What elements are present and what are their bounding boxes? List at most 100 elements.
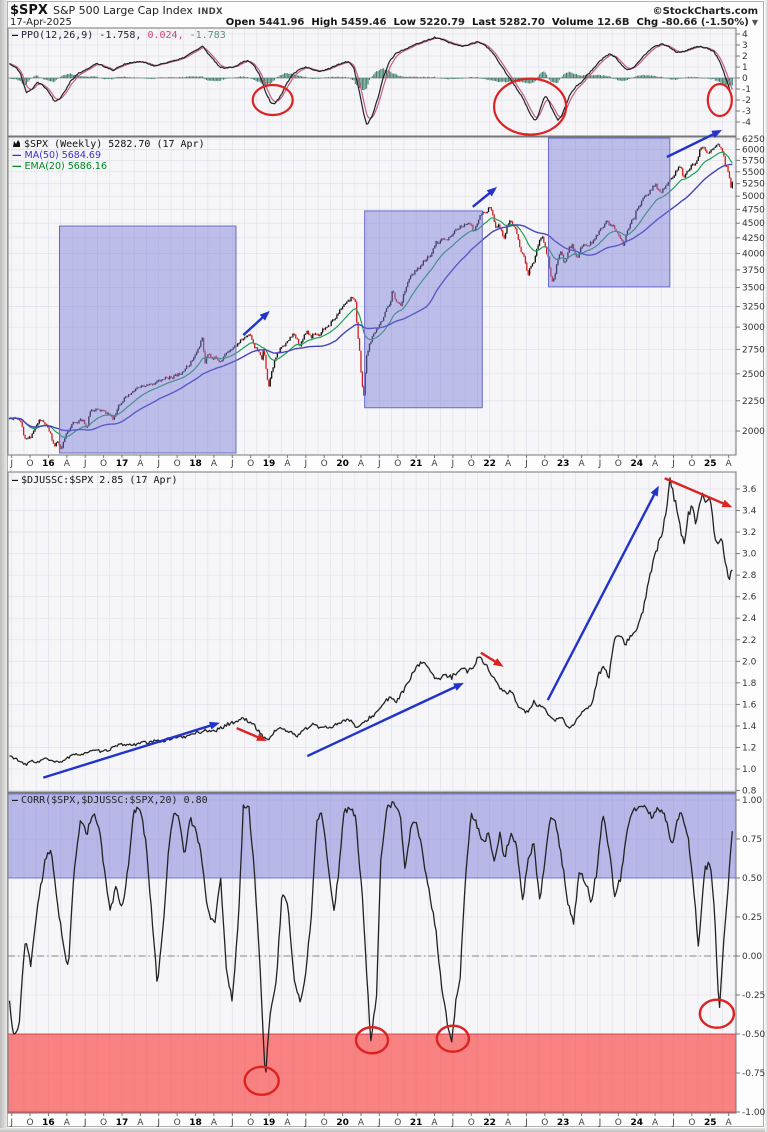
svg-text:0.50: 0.50 [742, 874, 762, 884]
candlesticks [8, 143, 733, 450]
svg-text:2.8: 2.8 [742, 571, 757, 581]
svg-text:O: O [394, 1118, 401, 1128]
svg-text:J: J [303, 1118, 307, 1128]
ppo-legend-part: PPO(12,26,9) -1.758, [21, 30, 142, 41]
svg-text:O: O [468, 459, 475, 469]
quote-label: Volume [551, 17, 594, 28]
annotation-icon [12, 139, 21, 148]
stockcharts-watermark: ©StockCharts.com [652, 6, 758, 17]
dropdown-arrow-icon: ▼ [751, 18, 758, 27]
ratio-title: $DJUSSC:$SPX 2.85 (17 Apr) [21, 475, 178, 486]
svg-text:A: A [726, 459, 733, 469]
quote-value: 5459.46 [337, 17, 387, 28]
chart-date: 17-Apr-2025 [10, 17, 72, 28]
red-circle-annotation [698, 998, 736, 1029]
corr-lower-band [7, 1033, 737, 1113]
svg-text:0.00: 0.00 [742, 952, 762, 962]
svg-text:J: J [9, 459, 13, 469]
quote-label: Low [393, 17, 416, 28]
highlight-rect [58, 225, 237, 454]
red-circle-annotation [251, 83, 294, 117]
svg-text:6000: 6000 [742, 145, 765, 155]
svg-text:3750: 3750 [742, 266, 765, 276]
svg-text:O: O [615, 459, 622, 469]
svg-text:1.00: 1.00 [742, 796, 762, 806]
symbol: $SPX [10, 3, 48, 18]
svg-text:2.2: 2.2 [742, 636, 756, 646]
corr-upper-band [7, 793, 737, 879]
svg-text:O: O [394, 459, 401, 469]
svg-text:A: A [505, 459, 512, 469]
ema20-legend: — EMA(20) 5686.16 [12, 161, 205, 172]
index-name: S&P 500 Large Cap Index [52, 4, 193, 17]
svg-text:A: A [64, 1118, 71, 1128]
svg-text:A: A [358, 1118, 365, 1128]
quote-line: Open 5441.96 High 5459.46 Low 5220.79 Last … [219, 17, 749, 28]
svg-text:2.6: 2.6 [742, 593, 757, 603]
quote-label: Last [472, 17, 496, 28]
svg-text:5250: 5250 [742, 180, 765, 190]
svg-text:-2: -2 [742, 96, 751, 106]
svg-text:4000: 4000 [742, 249, 765, 259]
svg-text:22: 22 [483, 459, 496, 469]
svg-text:A: A [578, 459, 585, 469]
ppo-legend-part: 0.024, [141, 30, 184, 41]
svg-text:O: O [174, 1118, 181, 1128]
svg-text:-4: -4 [742, 118, 751, 128]
price-panel [7, 136, 737, 456]
svg-text:J: J [9, 1118, 13, 1128]
svg-text:2500: 2500 [742, 370, 765, 380]
ma50-swatch: — [12, 150, 22, 161]
svg-text:4250: 4250 [742, 234, 765, 244]
svg-text:A: A [652, 1118, 659, 1128]
header-quote-row: 17-Apr-2025 Open 5441.96 High 5459.46 Low … [10, 17, 758, 29]
ppo-legend-values: PPO(12,26,9) -1.758, 0.024, -1.783 [21, 30, 226, 41]
svg-text:O: O [100, 459, 107, 469]
svg-text:J: J [83, 459, 87, 469]
svg-text:-0.25: -0.25 [742, 991, 765, 1001]
svg-text:16: 16 [42, 1118, 55, 1128]
svg-text:22: 22 [483, 1118, 496, 1128]
svg-text:J: J [377, 459, 381, 469]
svg-text:3250: 3250 [742, 303, 765, 313]
highlight-rect [547, 137, 671, 288]
svg-text:19: 19 [263, 459, 276, 469]
svg-text:J: J [671, 459, 675, 469]
ma50-legend: — MA(50) 5684.69 [12, 150, 205, 161]
svg-text:16: 16 [42, 459, 55, 469]
chart-header: $SPX S&P 500 Large Cap Index INDX ©Stock… [10, 3, 758, 29]
svg-text:5500: 5500 [742, 168, 765, 178]
svg-text:0.8: 0.8 [742, 787, 757, 797]
svg-text:2750: 2750 [742, 345, 765, 355]
corr-title: CORR($SPX,$DJUSSC:$SPX,20) 0.80 [21, 795, 208, 806]
ema20-swatch: — [12, 161, 22, 172]
quote-label: High [311, 17, 338, 28]
svg-text:25: 25 [704, 459, 717, 469]
svg-text:A: A [431, 1118, 438, 1128]
svg-text:17: 17 [116, 1118, 129, 1128]
corr-legend: — CORR($SPX,$DJUSSC:$SPX,20) 0.80 [12, 795, 208, 806]
highlight-rect [364, 210, 483, 409]
ratio-legend: — $DJUSSC:$SPX 2.85 (17 Apr) [12, 475, 178, 486]
svg-text:1.2: 1.2 [742, 743, 756, 753]
svg-text:3.4: 3.4 [742, 507, 757, 517]
svg-text:23: 23 [557, 1118, 570, 1128]
svg-text:O: O [174, 459, 181, 469]
svg-text:J: J [230, 1118, 234, 1128]
svg-text:A: A [505, 1118, 512, 1128]
svg-text:O: O [615, 1118, 622, 1128]
svg-text:3000: 3000 [742, 323, 765, 333]
svg-text:4: 4 [742, 30, 748, 40]
svg-text:O: O [541, 459, 548, 469]
svg-text:J: J [451, 459, 455, 469]
red-circle-annotation [706, 82, 733, 118]
svg-text:24: 24 [630, 459, 643, 469]
svg-text:J: J [377, 1118, 381, 1128]
svg-text:O: O [321, 459, 328, 469]
svg-text:18: 18 [189, 459, 202, 469]
svg-text:-1: -1 [742, 85, 751, 95]
svg-text:O: O [27, 459, 34, 469]
svg-text:18: 18 [189, 1118, 202, 1128]
svg-text:O: O [321, 1118, 328, 1128]
